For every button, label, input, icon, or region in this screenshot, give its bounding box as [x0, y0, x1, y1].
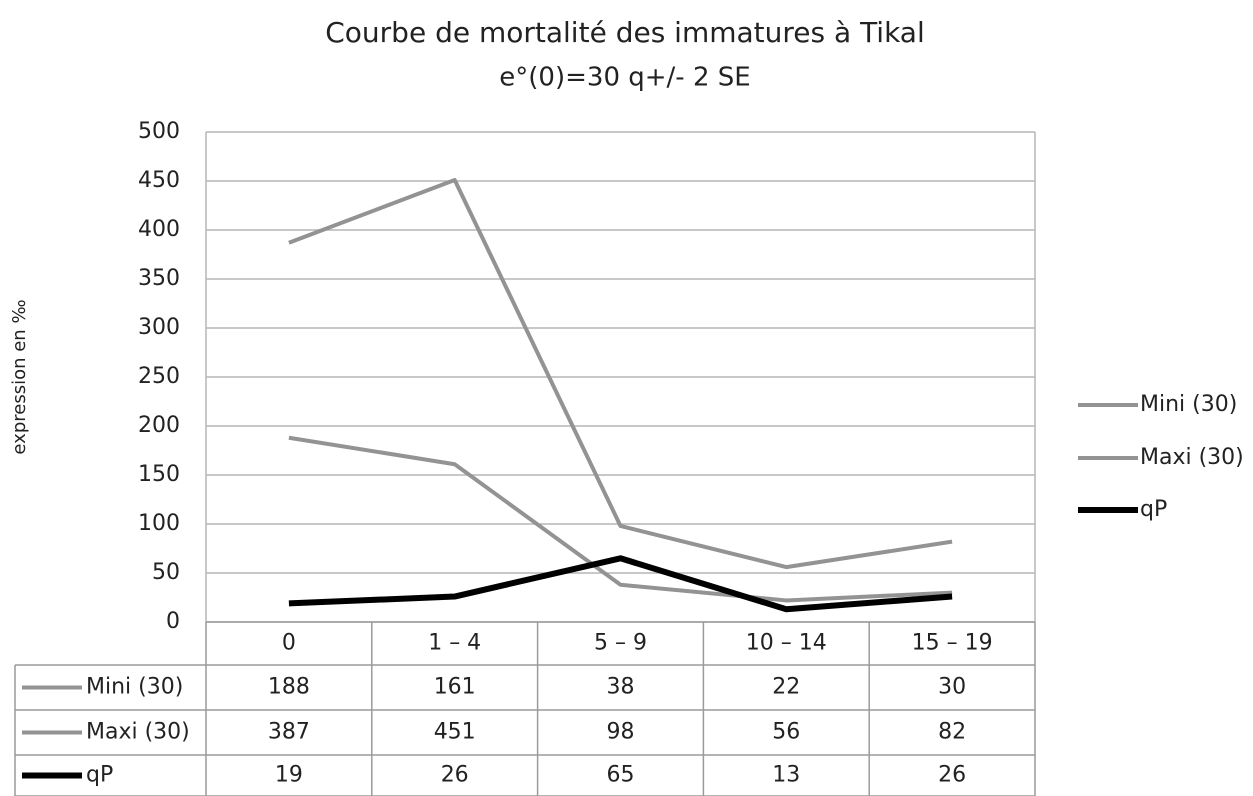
y-tick-label: 200 [138, 413, 180, 438]
table-value: 98 [607, 720, 635, 745]
legend-label: Maxi (30) [1140, 445, 1244, 470]
table-value: 161 [434, 675, 476, 700]
x-tick-label: 0 [282, 631, 296, 656]
table-value: 65 [607, 763, 635, 788]
x-tick-label: 10 – 14 [746, 631, 827, 656]
table-value: 56 [772, 720, 800, 745]
legend-label: Mini (30) [1140, 392, 1237, 417]
x-tick-label: 5 – 9 [594, 631, 647, 656]
table-series-name: qP [86, 763, 113, 788]
table-value: 26 [938, 763, 966, 788]
legend-label: qP [1140, 497, 1167, 522]
table-value: 26 [441, 763, 469, 788]
table-value: 19 [275, 763, 303, 788]
series-line [288, 178, 953, 570]
y-tick-label: 150 [138, 462, 180, 487]
chart-subtitle: e°(0)=30 q+/- 2 SE [499, 63, 750, 93]
series-line [288, 555, 953, 613]
chart-title: Courbe de mortalité des immatures à Tika… [325, 16, 925, 49]
y-tick-label: 400 [138, 217, 180, 242]
table-value: 188 [268, 675, 310, 700]
y-tick-label: 350 [138, 266, 180, 291]
y-tick-label: 300 [138, 315, 180, 340]
y-tick-label: 450 [138, 168, 180, 193]
table-value: 22 [772, 675, 800, 700]
table-value: 387 [268, 720, 310, 745]
table-value: 13 [772, 763, 800, 788]
table-value: 82 [938, 720, 966, 745]
y-axis-label: expression en ‰ [9, 299, 30, 454]
y-tick-label: 50 [152, 560, 180, 585]
series-line [288, 435, 953, 603]
y-tick-label: 0 [166, 609, 180, 634]
y-tick-label: 500 [138, 119, 180, 144]
table-value: 30 [938, 675, 966, 700]
y-tick-label: 250 [138, 364, 180, 389]
table-series-name: Mini (30) [86, 675, 183, 700]
table-value: 38 [607, 675, 635, 700]
y-tick-label: 100 [138, 511, 180, 536]
x-tick-label: 1 – 4 [428, 631, 481, 656]
table-series-name: Maxi (30) [86, 720, 190, 745]
table-value: 451 [434, 720, 476, 745]
x-tick-label: 15 – 19 [912, 631, 993, 656]
